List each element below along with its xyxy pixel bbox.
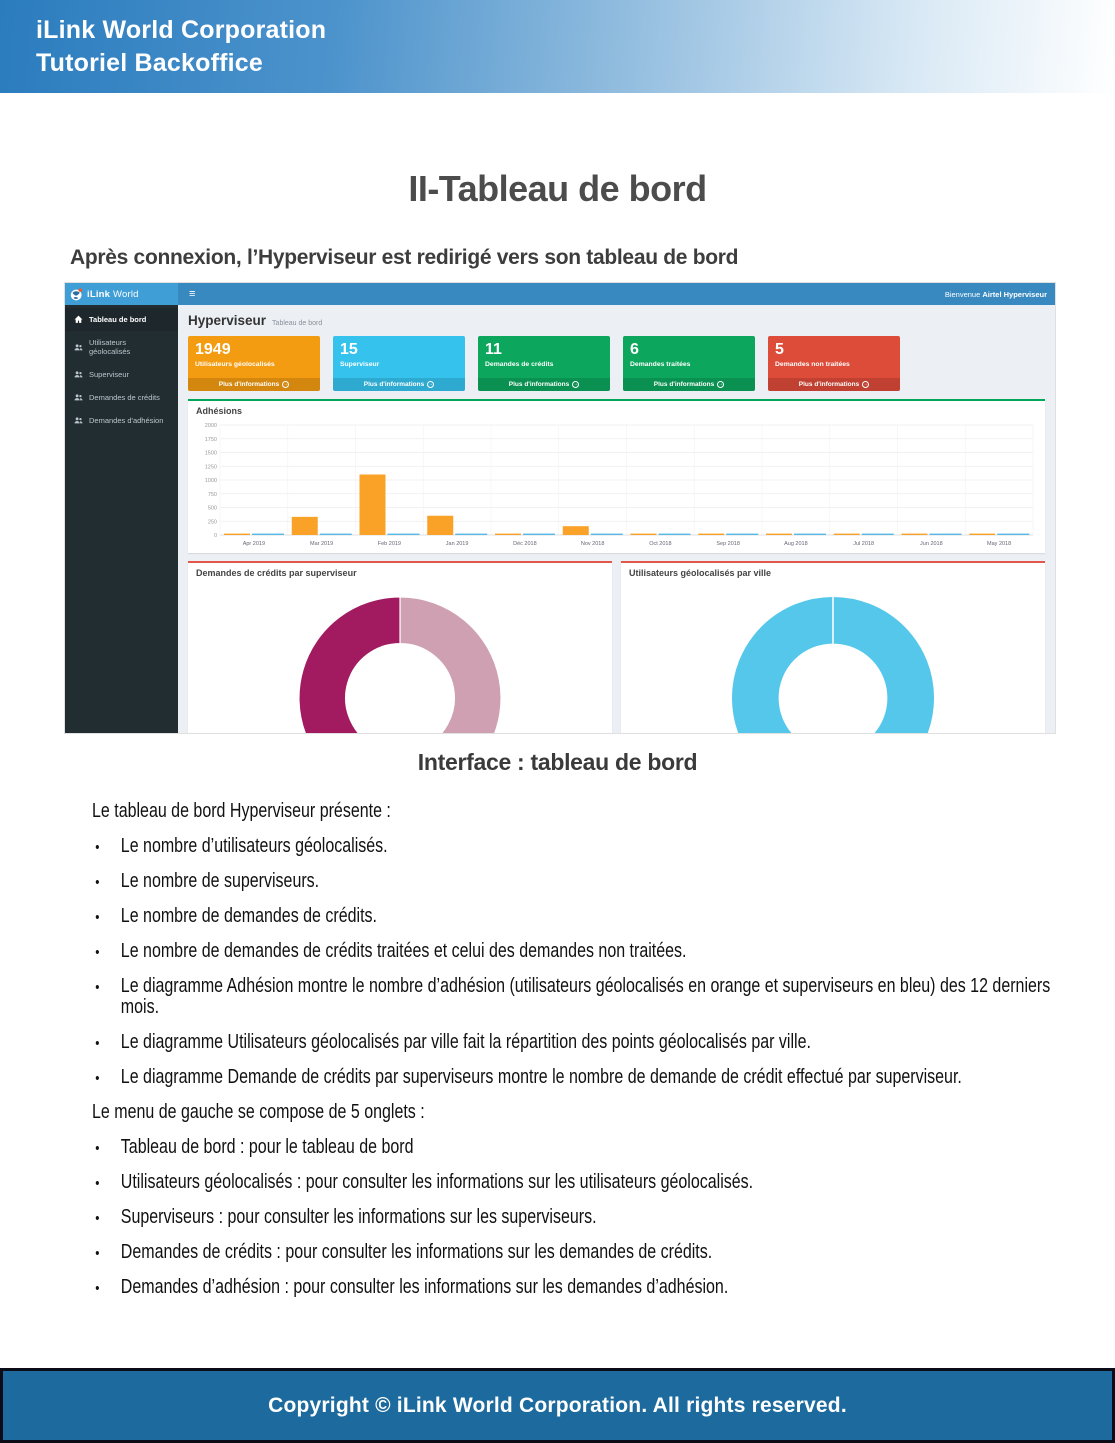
figure-caption: Interface : tableau de bord bbox=[417, 749, 698, 775]
more-info-link[interactable]: Plus d'informations → bbox=[768, 378, 900, 391]
intro-sentence: Après connexion, l’Hyperviseur est redir… bbox=[70, 246, 739, 269]
svg-text:Oct 2018: Oct 2018 bbox=[649, 541, 671, 547]
adhesions-bar-chart: 0 250 500 750 1000 1250 1500 1750 2000 Apr 2019 Ma… bbox=[205, 423, 1034, 547]
list-item: Le diagramme Demande de crédits par supe… bbox=[92, 1067, 1076, 1090]
more-info-link[interactable]: Plus d'informations → bbox=[478, 378, 610, 391]
svg-text:1750: 1750 bbox=[205, 437, 217, 443]
card-demandes-traitees: 6 Demandes traitées Plus d'informations → bbox=[623, 336, 755, 391]
svg-text:Mar 2019: Mar 2019 bbox=[310, 541, 333, 547]
users-icon bbox=[74, 343, 83, 350]
stat-cards: 1949 Utilisateurs géolocalisés Plus d'inf… bbox=[188, 336, 1045, 391]
sidebar-item-demandes-adhesion[interactable]: Demandes d'adhésion bbox=[65, 409, 178, 432]
list-item: Superviseurs : pour consulter les inform… bbox=[92, 1207, 1076, 1230]
sidebar-item-demandes-de-credits[interactable]: Demandes de crédits bbox=[65, 386, 178, 409]
svg-text:Nov 2018: Nov 2018 bbox=[581, 541, 605, 547]
list-item: Le nombre d’utilisateurs géolocalisés. bbox=[92, 836, 1076, 859]
list-item: Le nombre de demandes de crédits. bbox=[92, 906, 1076, 929]
sidebar-item-tableau-de-bord[interactable]: Tableau de bord bbox=[65, 308, 178, 331]
company-name: iLink World Corporation bbox=[36, 16, 327, 44]
card-demandes-de-credits: 11 Demandes de crédits Plus d'information… bbox=[478, 336, 610, 391]
menu-icon[interactable]: ≡ bbox=[189, 288, 196, 300]
svg-text:500: 500 bbox=[208, 506, 217, 512]
card-superviseur: 15 Superviseur Plus d'informations → bbox=[333, 336, 465, 391]
document-header: iLink World Corporation Tutoriel Backoff… bbox=[0, 0, 1115, 93]
svg-text:Jun 2018: Jun 2018 bbox=[920, 541, 943, 547]
sidebar-item-utilisateurs-geolocalises[interactable]: Utilisateurs géolocalisés bbox=[65, 331, 178, 363]
document-body: Le tableau de bord Hyperviseur présente … bbox=[92, 801, 1076, 1312]
body-intro-1: Le tableau de bord Hyperviseur présente … bbox=[92, 800, 391, 822]
page-subtitle: Tableau de bord bbox=[272, 320, 323, 327]
utilisateurs-ville-panel: Utilisateurs géolocalisés par ville bbox=[621, 561, 1045, 733]
list-item: Demandes d’adhésion : pour consulter les… bbox=[92, 1277, 1076, 1300]
svg-text:Jul 2018: Jul 2018 bbox=[853, 541, 874, 547]
demandes-credits-panel: Demandes de crédits par superviseur bbox=[188, 561, 612, 733]
svg-text:May 2018: May 2018 bbox=[987, 541, 1011, 547]
adhesions-title: Adhésions bbox=[196, 406, 243, 416]
users-icon bbox=[74, 371, 83, 378]
demandes-credits-donut-chart bbox=[298, 596, 502, 733]
arrow-circle-icon: → bbox=[717, 381, 725, 388]
svg-text:250: 250 bbox=[208, 519, 217, 525]
navbar: ≡ Bienvenue Airtel Hyperviseur bbox=[178, 283, 1055, 305]
dashboard-main: Hyperviseur Tableau de bord 1949 Utilisat… bbox=[178, 305, 1055, 733]
globe-icon bbox=[70, 287, 83, 300]
svg-text:2000: 2000 bbox=[205, 423, 217, 429]
list-item: Demandes de crédits : pour consulter les… bbox=[92, 1242, 1076, 1265]
svg-text:Déc 2018: Déc 2018 bbox=[513, 541, 537, 547]
svg-text:750: 750 bbox=[208, 492, 217, 498]
svg-text:Apr 2019: Apr 2019 bbox=[243, 541, 265, 547]
svg-text:Aug 2018: Aug 2018 bbox=[784, 541, 808, 547]
list-item: Le nombre de demandes de crédits traitée… bbox=[92, 941, 1076, 964]
document-footer: Copyright © iLink World Corporation. All… bbox=[0, 1368, 1115, 1443]
sidebar: Tableau de bord Utilisateurs géolocalisé… bbox=[65, 305, 178, 733]
utilisateurs-ville-donut-chart bbox=[731, 596, 935, 733]
dashboard-topbar: iLink World ≡ Bienvenue Airtel Hypervise… bbox=[65, 283, 1055, 305]
sidebar-item-superviseur[interactable]: Superviseur bbox=[65, 363, 178, 386]
users-icon bbox=[74, 417, 83, 424]
copyright-text: Copyright © iLink World Corporation. All… bbox=[268, 1393, 847, 1417]
list-item: Le diagramme Adhésion montre le nombre d… bbox=[92, 976, 1076, 1018]
body-intro-2: Le menu de gauche se compose de 5 onglet… bbox=[92, 1101, 425, 1123]
more-info-link[interactable]: Plus d'informations → bbox=[188, 378, 320, 391]
list-item: Le diagramme Utilisateurs géolocalisés p… bbox=[92, 1032, 1076, 1055]
menu-list: Tableau de bord : pour le tableau de bor… bbox=[92, 1137, 1076, 1300]
card-demandes-non-traitees: 5 Demandes non traitées Plus d'informatio… bbox=[768, 336, 900, 391]
arrow-circle-icon: → bbox=[282, 381, 290, 388]
more-info-link[interactable]: Plus d'informations → bbox=[333, 378, 465, 391]
more-info-link[interactable]: Plus d'informations → bbox=[623, 378, 755, 391]
brand-logo[interactable]: iLink World bbox=[65, 283, 178, 305]
home-icon bbox=[74, 315, 83, 323]
page-title: Hyperviseur bbox=[188, 313, 267, 328]
welcome-text[interactable]: Bienvenue Airtel Hyperviseur bbox=[944, 289, 1047, 299]
svg-text:Jan 2019: Jan 2019 bbox=[446, 541, 469, 547]
svg-text:0: 0 bbox=[214, 533, 217, 539]
svg-text:1000: 1000 bbox=[205, 478, 217, 484]
utilisateurs-ville-chart-title: Utilisateurs géolocalisés par ville bbox=[629, 568, 772, 578]
section-title: II-Tableau de bord bbox=[408, 168, 707, 209]
users-icon bbox=[74, 394, 83, 401]
list-item: Utilisateurs géolocalisés : pour consult… bbox=[92, 1172, 1076, 1195]
brand-name: iLink World bbox=[87, 288, 139, 300]
list-item: Le nombre de superviseurs. bbox=[92, 871, 1076, 894]
dashboard-screenshot: iLink World ≡ Bienvenue Airtel Hypervise… bbox=[64, 282, 1056, 734]
list-item: Tableau de bord : pour le tableau de bor… bbox=[92, 1137, 1076, 1160]
svg-text:1250: 1250 bbox=[205, 464, 217, 470]
adhesions-panel: Adhésions 0 250 500 750 1000 1250 1500 1750 2000… bbox=[188, 399, 1045, 553]
demandes-credits-chart-title: Demandes de crédits par superviseur bbox=[196, 568, 357, 578]
svg-text:Sep 2018: Sep 2018 bbox=[716, 541, 740, 547]
document-subtitle: Tutoriel Backoffice bbox=[36, 49, 263, 77]
card-utilisateurs-geolocalises: 1949 Utilisateurs géolocalisés Plus d'inf… bbox=[188, 336, 320, 391]
svg-text:1500: 1500 bbox=[205, 451, 217, 457]
arrow-circle-icon: → bbox=[862, 381, 870, 388]
arrow-circle-icon: → bbox=[572, 381, 580, 388]
arrow-circle-icon: → bbox=[427, 381, 435, 388]
svg-text:Feb 2019: Feb 2019 bbox=[378, 541, 401, 547]
features-list: Le nombre d’utilisateurs géolocalisés. L… bbox=[92, 836, 1076, 1090]
